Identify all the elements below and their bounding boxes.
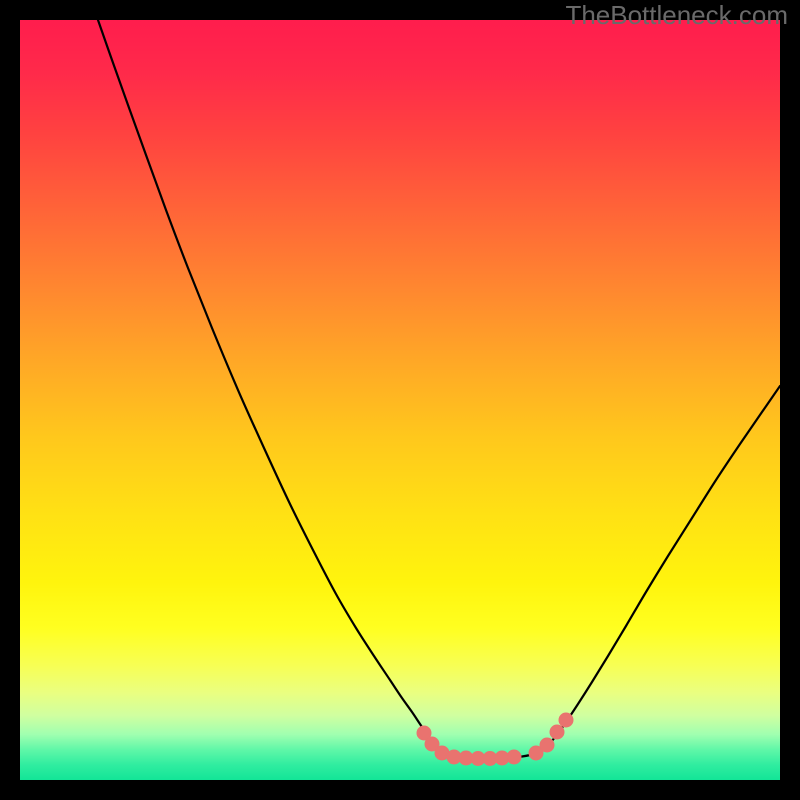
chart-canvas — [0, 0, 800, 800]
chart-frame: TheBottleneck.com — [0, 0, 800, 800]
curve-marker — [550, 725, 564, 739]
curve-marker — [559, 713, 573, 727]
curve-marker — [540, 738, 554, 752]
curve-marker — [507, 750, 521, 764]
gradient-background — [20, 20, 780, 780]
